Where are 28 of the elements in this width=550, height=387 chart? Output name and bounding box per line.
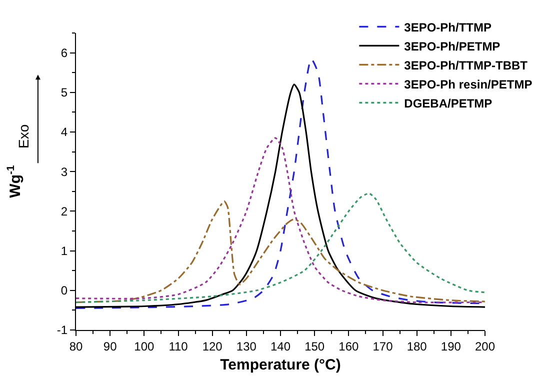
legend-label: DGEBA/PETMP <box>404 96 492 110</box>
x-tick-label: 190 <box>440 340 462 354</box>
y-tick-label: 5 <box>60 86 68 100</box>
x-tick-label: 180 <box>406 340 428 354</box>
x-tick-label: 80 <box>69 340 83 354</box>
y-tick-label: 2 <box>60 204 68 218</box>
x-tick-label: 140 <box>270 340 291 354</box>
x-tick-label: 170 <box>372 340 394 354</box>
y-tick-label: 1 <box>60 244 68 258</box>
x-tick-label: 150 <box>304 340 325 354</box>
x-tick-label: 120 <box>202 340 223 354</box>
y-tick-label: 6 <box>60 46 68 60</box>
x-tick-label: 100 <box>134 340 154 354</box>
legend-label: 3EPO-Ph/TTMP <box>404 20 492 34</box>
x-tick-label: 130 <box>236 340 257 354</box>
x-tick-label: 90 <box>103 340 118 354</box>
legend-label: 3EPO-Ph/TTMP-TBBT <box>404 58 528 72</box>
legend-label: 3EPO-Ph/PETMP <box>404 39 500 54</box>
legend-label: 3EPO-Ph resin/PETMP <box>404 77 532 92</box>
y-tick-label: -1 <box>56 323 68 338</box>
text: Exo <box>15 124 32 149</box>
x-tick-label: 110 <box>168 340 188 354</box>
x-axis-title: Temperature (°C) <box>220 356 341 374</box>
x-tick-label: 160 <box>338 340 359 354</box>
y-tick-label: 0 <box>60 284 68 298</box>
x-tick-label: 200 <box>474 340 496 354</box>
y-tick-label: 3 <box>60 164 68 179</box>
y-tick-label: 4 <box>60 125 68 140</box>
